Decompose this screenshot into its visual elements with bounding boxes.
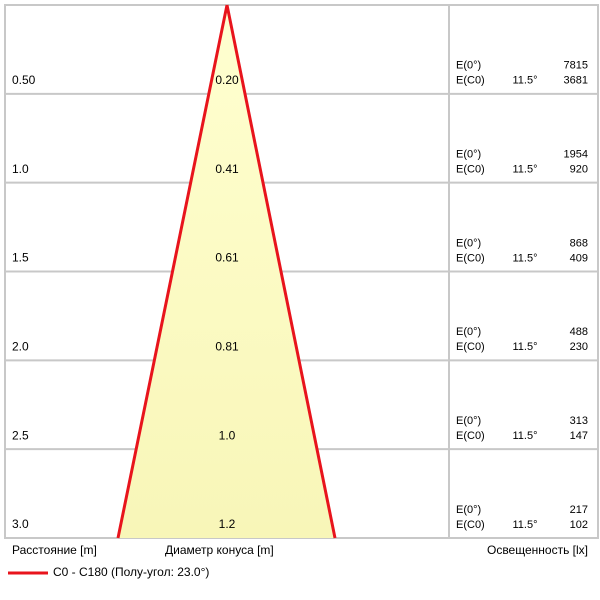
- angle: 11.5°: [513, 519, 538, 531]
- distance: 1.0: [12, 162, 29, 176]
- e0-value: 313: [570, 415, 588, 427]
- distance: 2.5: [12, 428, 29, 442]
- ec0-label: E(C0): [456, 519, 485, 531]
- e0-label: E(0°): [456, 149, 481, 161]
- ec0-value: 409: [570, 252, 588, 264]
- angle: 11.5°: [513, 430, 538, 442]
- distance-header: Расстояние [m]: [12, 543, 97, 557]
- ec0-label: E(C0): [456, 430, 485, 442]
- e0-label: E(0°): [456, 415, 481, 427]
- ec0-value: 230: [570, 341, 588, 353]
- illuminance-header: Освещенность [lx]: [487, 543, 588, 557]
- e0-label: E(0°): [456, 326, 481, 338]
- diameter-header: Диаметр конуса [m]: [165, 543, 274, 557]
- e0-value: 488: [570, 326, 588, 338]
- e0-label: E(0°): [456, 237, 481, 249]
- rows: 0.50 0.20 E(0°) E(C0) 11.5° 7815 3681 1.0 0.41 E(…: [12, 60, 588, 531]
- e0-value: 7815: [564, 60, 588, 72]
- angle: 11.5°: [513, 341, 538, 353]
- ec0-value: 3681: [564, 75, 588, 87]
- angle: 11.5°: [513, 75, 538, 87]
- ec0-value: 102: [570, 519, 588, 531]
- ec0-label: E(C0): [456, 341, 485, 353]
- angle: 11.5°: [513, 252, 538, 264]
- cone-edge: [225, 4, 337, 539]
- e0-value: 1954: [564, 149, 588, 161]
- cone-fill: [118, 5, 335, 538]
- distance: 2.0: [12, 340, 29, 354]
- diameter: 0.81: [215, 340, 239, 354]
- angle: 11.5°: [513, 164, 538, 176]
- distance: 1.5: [12, 251, 29, 265]
- ec0-value: 147: [570, 430, 588, 442]
- legend-label: C0 - C180 (Полу-угол: 23.0°): [53, 565, 209, 579]
- ec0-value: 920: [570, 164, 588, 176]
- e0-label: E(0°): [456, 60, 481, 72]
- diameter: 1.2: [219, 517, 236, 531]
- e0-value: 868: [570, 237, 588, 249]
- cone-edge: [116, 4, 229, 539]
- diameter: 0.41: [215, 162, 239, 176]
- e0-label: E(0°): [456, 504, 481, 516]
- ec0-label: E(C0): [456, 75, 485, 87]
- ec0-label: E(C0): [456, 252, 485, 264]
- diameter: 0.61: [215, 251, 239, 265]
- e0-value: 217: [570, 504, 588, 516]
- ec0-label: E(C0): [456, 164, 485, 176]
- distance: 0.50: [12, 73, 36, 87]
- diameter: 1.0: [219, 428, 236, 442]
- diameter: 0.20: [215, 73, 239, 87]
- distance: 3.0: [12, 517, 29, 531]
